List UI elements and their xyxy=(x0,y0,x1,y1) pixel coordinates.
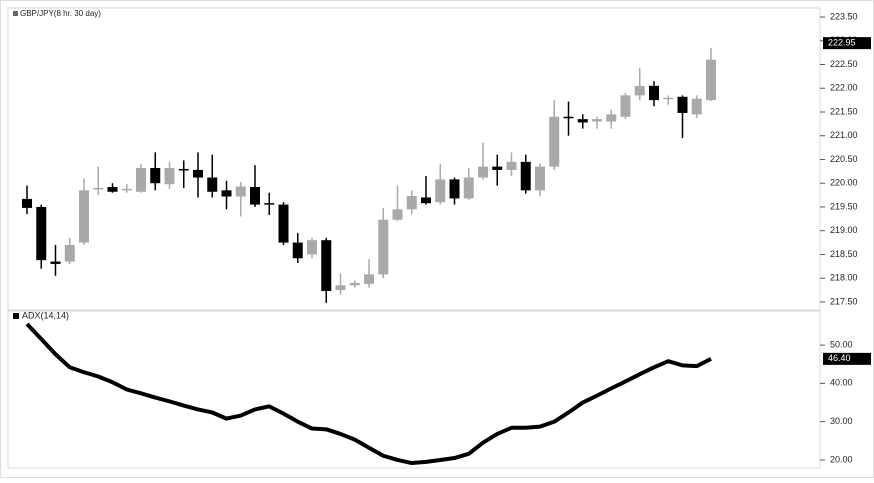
candle-body xyxy=(321,240,332,292)
candle-body xyxy=(221,190,232,197)
candle-body xyxy=(435,179,446,203)
candle-body xyxy=(506,161,517,170)
candle-body xyxy=(178,168,189,171)
adx-line xyxy=(25,322,712,466)
candle-body xyxy=(292,242,303,259)
candle-body xyxy=(264,203,275,205)
candle-body xyxy=(478,166,488,178)
candle-body xyxy=(349,282,360,286)
y-tick-label: 20.00 xyxy=(830,454,853,464)
candle-body xyxy=(150,168,161,184)
candle-body xyxy=(79,190,89,243)
candle-body xyxy=(207,177,218,192)
candle-body xyxy=(64,244,75,262)
candle-body xyxy=(463,177,474,199)
candle-body xyxy=(50,261,61,264)
candle-body xyxy=(691,98,702,115)
y-tick-label: 218.00 xyxy=(830,273,858,283)
last-value-label: 222.95 xyxy=(828,38,856,48)
candle-body xyxy=(649,85,659,101)
last-value-label: 46.40 xyxy=(828,353,851,363)
y-tick-label: 220.00 xyxy=(830,178,858,188)
title-icon xyxy=(13,11,18,16)
candle-body xyxy=(706,59,716,101)
candle-body xyxy=(421,197,431,204)
last-value-box xyxy=(823,37,871,50)
candle-body xyxy=(492,166,503,170)
candle-body xyxy=(392,209,403,220)
candle-body xyxy=(164,168,175,185)
y-tick-label: 40.00 xyxy=(830,378,853,388)
candle-body xyxy=(335,285,346,291)
candle-body xyxy=(663,97,674,100)
candle-body xyxy=(535,166,545,191)
candle-body xyxy=(449,179,460,199)
candle-body xyxy=(592,119,602,122)
candle-body xyxy=(563,116,574,119)
y-tick-label: 220.50 xyxy=(830,154,858,164)
candle-body xyxy=(36,206,47,261)
candle-body xyxy=(364,274,374,284)
candle-body xyxy=(235,186,246,197)
candle-body xyxy=(250,187,260,205)
candle-body xyxy=(520,161,531,191)
candle-body xyxy=(22,198,32,208)
adx-panel xyxy=(7,310,821,469)
y-tick-label: 50.00 xyxy=(830,339,853,349)
candle-body xyxy=(634,85,645,96)
y-tick-label: 219.50 xyxy=(830,201,858,211)
y-tick-label: 218.50 xyxy=(830,249,858,259)
candle-body xyxy=(378,219,389,275)
y-tick-label: 30.00 xyxy=(830,416,853,426)
candle-body xyxy=(93,187,104,190)
candle-body xyxy=(549,116,560,167)
y-tick-label: 219.00 xyxy=(830,225,858,235)
candle-body xyxy=(620,95,631,117)
y-tick-label: 223.50 xyxy=(830,11,858,21)
last-value-box xyxy=(823,352,871,365)
candle-body xyxy=(677,96,688,113)
y-tick-label: 222.50 xyxy=(830,59,858,69)
candle-body xyxy=(577,119,588,123)
candle-body xyxy=(193,169,203,178)
price-title: GBP/JPY(8 hr. 30 day) xyxy=(20,9,101,18)
candle-body xyxy=(121,188,132,191)
candle-body xyxy=(107,187,118,192)
adx-title: ADX(14,14) xyxy=(22,310,69,320)
y-tick-label: 217.50 xyxy=(830,296,858,306)
y-tick-label: 221.00 xyxy=(830,130,858,140)
y-tick-label: 222.00 xyxy=(830,83,858,93)
y-tick-label: 221.50 xyxy=(830,106,858,116)
candle-body xyxy=(307,240,317,255)
candle-body xyxy=(278,204,289,243)
title-icon xyxy=(13,313,19,319)
candle-body xyxy=(606,114,617,122)
candle-body xyxy=(136,168,146,192)
candle-body xyxy=(406,196,417,210)
